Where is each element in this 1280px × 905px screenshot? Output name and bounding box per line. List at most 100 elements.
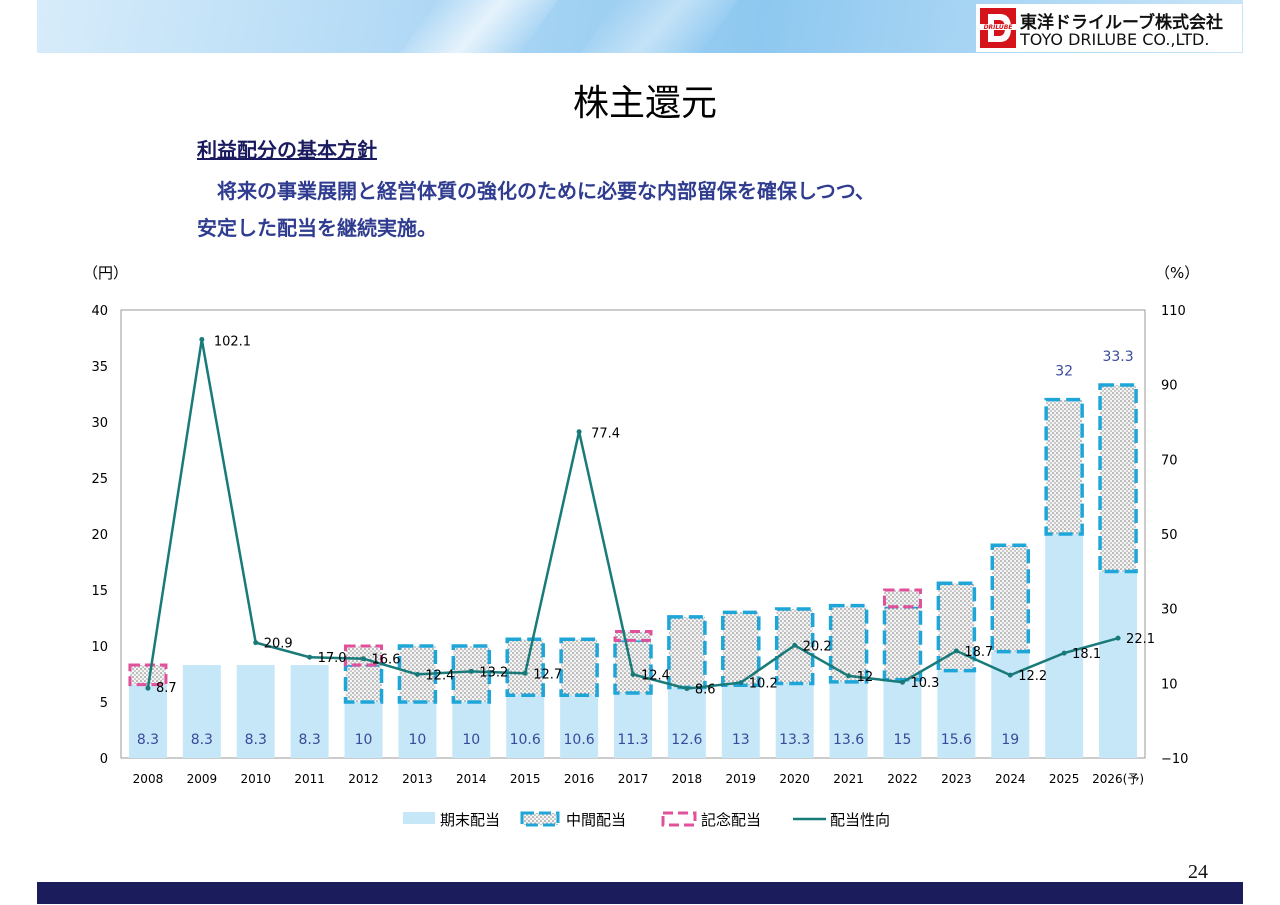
company-name-en: TOYO DRILUBE CO.,LTD. xyxy=(1020,30,1210,49)
x-tick-label: 2010 xyxy=(240,772,271,786)
x-tick-label: 2026(予) xyxy=(1092,772,1144,786)
y-right-tick-label: 10 xyxy=(1161,677,1178,692)
legend-swatch-interim xyxy=(520,811,560,827)
payout-ratio-point xyxy=(414,671,420,677)
bar-interim xyxy=(882,605,923,682)
company-logo: DRILUBE 東洋ドライルーブ株式会社 TOYO DRILUBE CO.,LT… xyxy=(976,4,1242,52)
bar-total-label: 13.3 xyxy=(779,732,810,748)
bar-period-end xyxy=(452,702,491,758)
bar-interim xyxy=(667,615,707,690)
payout-ratio-point xyxy=(630,671,636,677)
bar-commemorative xyxy=(128,663,168,687)
bar-period-end xyxy=(829,681,868,758)
policy-text-line-2: 安定した配当を継続実施。 xyxy=(197,216,437,240)
bar-period-end xyxy=(667,687,706,758)
bar-total-label: 10.6 xyxy=(510,732,541,748)
y-left-tick-label: 15 xyxy=(91,584,108,599)
bar-total-label: 10 xyxy=(409,732,427,748)
bar-period-end xyxy=(182,665,221,758)
payout-ratio-label: 13.2 xyxy=(479,665,508,680)
policy-heading: 利益配分の基本方針 xyxy=(197,138,377,162)
payout-ratio-label: 22.1 xyxy=(1126,632,1155,647)
payout-ratio-label: 10.3 xyxy=(910,676,939,691)
payout-ratio-label: 12.4 xyxy=(641,668,670,683)
y-right-tick-label: 110 xyxy=(1161,304,1186,319)
payout-ratio-point xyxy=(576,429,582,435)
x-tick-label: 2016 xyxy=(564,772,595,786)
x-tick-label: 2021 xyxy=(833,772,864,786)
bar-total-label: 10.6 xyxy=(564,732,595,748)
bar-total-label: 8.3 xyxy=(245,732,267,748)
policy-text-line-1: 将来の事業展開と経営体質の強化のために必要な内部留保を確保しつつ、 xyxy=(197,179,875,203)
bar-commemorative xyxy=(613,629,653,642)
payout-ratio-point xyxy=(846,673,852,679)
payout-ratio-point xyxy=(1115,635,1121,641)
payout-ratio-label: 17.0 xyxy=(318,651,347,666)
payout-ratio-point xyxy=(899,679,905,685)
x-tick-label: 2015 xyxy=(510,772,541,786)
bar-period-end xyxy=(1099,571,1138,758)
x-tick-label: 2023 xyxy=(941,772,972,786)
y-left-unit-label: （円） xyxy=(83,264,128,282)
bar-period-end xyxy=(883,679,922,758)
payout-ratio-point xyxy=(253,640,259,646)
payout-ratio-label: 16.6 xyxy=(372,653,401,668)
bar-total-label: 11.3 xyxy=(617,732,648,748)
bar-interim xyxy=(1044,397,1084,536)
x-tick-label: 2013 xyxy=(402,772,433,786)
bar-period-end xyxy=(344,702,383,758)
bar-total-label: 12.6 xyxy=(671,732,702,748)
payout-ratio-label: 18.1 xyxy=(1072,647,1101,662)
bar-period-end xyxy=(236,665,275,758)
payout-ratio-point xyxy=(953,648,959,654)
y-right-tick-label: −10 xyxy=(1161,752,1188,767)
y-left-tick-label: 0 xyxy=(100,752,108,767)
payout-ratio-label: 12 xyxy=(857,670,874,685)
payout-ratio-point xyxy=(307,654,313,660)
x-tick-label: 2014 xyxy=(456,772,487,786)
x-tick-label: 2008 xyxy=(133,772,164,786)
legend-swatch-commemorative xyxy=(661,811,697,827)
y-left-tick-label: 25 xyxy=(91,472,108,487)
legend-label-period-end: 期末配当 xyxy=(440,811,500,829)
bar-total-label: 19 xyxy=(1001,732,1019,748)
x-tick-label: 2018 xyxy=(672,772,703,786)
company-name-jp: 東洋ドライルーブ株式会社 xyxy=(1020,13,1223,33)
x-tick-label: 2011 xyxy=(294,772,325,786)
payout-ratio-label: 20.9 xyxy=(264,637,293,652)
bar-period-end xyxy=(560,695,599,758)
bar-total-label: 8.3 xyxy=(191,732,213,748)
payout-ratio-label: 12.4 xyxy=(425,668,454,683)
payout-ratio-label: 12.2 xyxy=(1018,669,1047,684)
bar-commemorative xyxy=(882,588,922,609)
y-left-tick-label: 35 xyxy=(91,360,108,375)
y-left-tick-label: 20 xyxy=(91,528,108,543)
payout-ratio-point xyxy=(468,668,474,674)
y-right-tick-label: 90 xyxy=(1161,379,1178,394)
legend-label-payout: 配当性向 xyxy=(830,811,890,829)
x-tick-label: 2019 xyxy=(726,772,757,786)
bar-period-end xyxy=(775,683,814,758)
payout-ratio-point xyxy=(1007,672,1013,678)
payout-ratio-label: 77.4 xyxy=(591,427,620,442)
bar-total-label: 8.3 xyxy=(298,732,320,748)
svg-text:DRILUBE: DRILUBE xyxy=(984,24,1014,31)
y-right-tick-label: 70 xyxy=(1161,453,1178,468)
drilube-logo-icon: DRILUBE xyxy=(980,8,1016,48)
bar-interim xyxy=(451,644,492,704)
y-right-unit-label: （%） xyxy=(1155,264,1199,282)
payout-ratio-label: 102.1 xyxy=(214,334,251,349)
y-left-tick-label: 10 xyxy=(91,640,108,655)
bar-total-label: 15.6 xyxy=(941,732,972,748)
bar-period-end xyxy=(290,665,329,758)
x-tick-label: 2017 xyxy=(618,772,649,786)
x-tick-label: 2012 xyxy=(348,772,379,786)
x-tick-label: 2009 xyxy=(187,772,218,786)
bar-period-end xyxy=(721,685,760,758)
legend-label-interim: 中間配当 xyxy=(566,811,626,829)
legend-label-commemorative: 記念配当 xyxy=(701,811,761,829)
payout-ratio-label: 8.6 xyxy=(695,683,716,698)
y-right-tick-label: 50 xyxy=(1161,528,1178,543)
payout-ratio-label: 12.7 xyxy=(533,667,562,682)
